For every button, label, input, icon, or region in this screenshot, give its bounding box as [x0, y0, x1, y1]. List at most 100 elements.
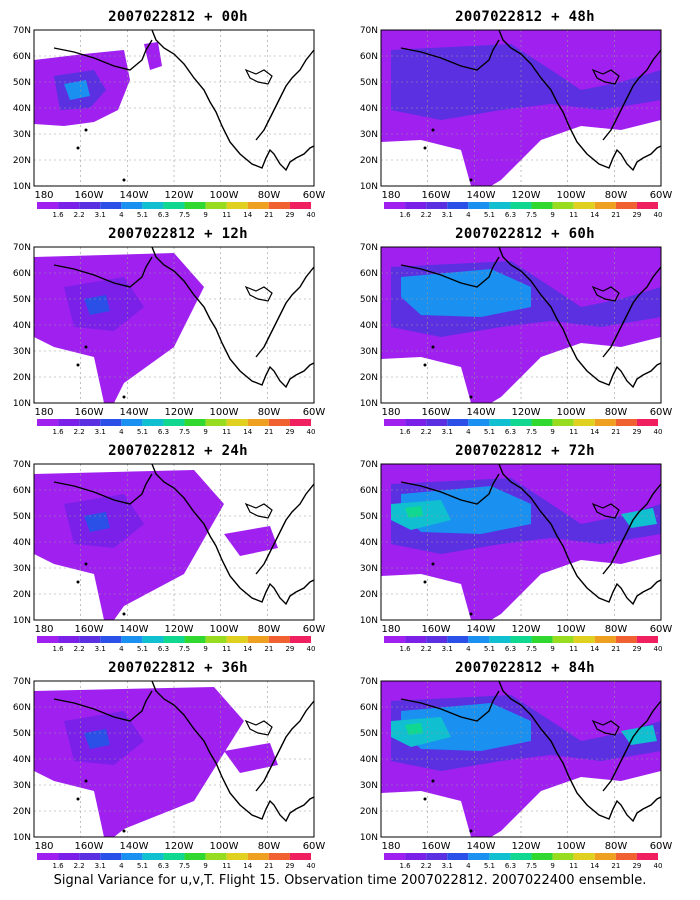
island — [469, 395, 473, 399]
lat-label: 30N — [13, 130, 31, 140]
lat-label: 20N — [13, 373, 31, 383]
map-frame — [380, 29, 662, 187]
map-panel: 2007022812 + 48h 70N 60N 50N 40N 30N 20N 10N 180… — [355, 5, 695, 220]
lon-label: 100W — [557, 190, 586, 201]
colorbar-label: 1.6 — [53, 428, 65, 436]
colorbar-label: 1.6 — [53, 862, 65, 870]
variance-fill — [84, 512, 110, 532]
colorbar-label: 7.5 — [179, 862, 190, 870]
lon-label: 100W — [557, 841, 586, 852]
island — [76, 797, 80, 801]
lon-label: 60W — [650, 624, 673, 635]
lat-label: 10N — [13, 616, 31, 626]
colorbar-label: 40 — [654, 645, 663, 653]
map-border — [380, 680, 662, 838]
coastline — [602, 700, 662, 792]
colorbar-label: 1.6 — [53, 211, 65, 219]
colorbar-label: 29 — [632, 428, 641, 436]
colorbar-swatch — [37, 853, 59, 860]
lat-label: 60N — [360, 703, 378, 713]
coastline — [53, 39, 153, 71]
colorbar-label: 9 — [550, 211, 554, 219]
colorbar-swatch — [184, 419, 206, 426]
colorbar-swatch — [121, 636, 143, 643]
lat-label: 30N — [13, 347, 31, 357]
colorbar-label: 4 — [466, 862, 471, 870]
colorbar-label: 11 — [569, 862, 578, 870]
map-frame — [33, 463, 315, 621]
colorbar-swatch — [405, 853, 427, 860]
colorbar-label: 2.2 — [74, 428, 85, 436]
island — [423, 797, 427, 801]
lon-label: 60W — [650, 407, 673, 418]
lon-label: 60W — [650, 190, 673, 201]
colorbar-swatch — [121, 202, 143, 209]
variance-fill — [224, 526, 278, 556]
colorbar-label: 6.3 — [158, 211, 169, 219]
colorbar-swatch — [531, 202, 553, 209]
colorbar-swatch — [268, 853, 290, 860]
coastline — [602, 266, 662, 358]
lon-label: 60W — [650, 841, 673, 852]
lon-label: 60W — [303, 190, 326, 201]
lon-label: 100W — [210, 407, 239, 418]
colorbar-label: 7.5 — [179, 645, 190, 653]
lon-label: 100W — [210, 190, 239, 201]
figure-caption: Signal Variance for u,v,T. Flight 15. Ob… — [53, 873, 647, 888]
colorbar-swatch — [142, 853, 164, 860]
colorbar-swatch — [121, 853, 143, 860]
colorbar-label: 6.3 — [158, 645, 169, 653]
island — [431, 345, 435, 349]
lon-label: 180 — [34, 190, 53, 201]
lat-label: 40N — [13, 104, 31, 114]
lon-label: 60W — [303, 624, 326, 635]
map-panel: 2007022812 + 60h 70N 60N 50N 40N 30N 20N 10N 180… — [355, 222, 695, 437]
colorbar-swatch — [426, 419, 448, 426]
colorbar-swatch — [79, 853, 101, 860]
map-frame — [33, 29, 315, 187]
colorbar-swatch — [468, 202, 490, 209]
lon-label: 160W — [422, 190, 451, 201]
great-lakes — [591, 502, 620, 519]
colorbar-swatch — [247, 853, 269, 860]
colorbar-label: 40 — [307, 862, 316, 870]
colorbar-label: 2.2 — [421, 211, 432, 219]
lat-label: 60N — [360, 269, 378, 279]
colorbar-label: 40 — [654, 211, 663, 219]
variance-fill — [405, 723, 423, 735]
lon-label: 120W — [165, 624, 194, 635]
colorbar-label: 11 — [222, 645, 231, 653]
lat-label: 40N — [13, 755, 31, 765]
variance-fill — [34, 687, 244, 837]
island — [469, 178, 473, 182]
lon-label: 80W — [605, 407, 628, 418]
colorbar-swatch — [594, 419, 616, 426]
lat-label: 30N — [360, 347, 378, 357]
panel-title: 2007022812 + 84h — [455, 660, 595, 676]
colorbar-swatch — [405, 419, 427, 426]
lon-label: 120W — [512, 190, 541, 201]
colorbar-swatch — [226, 636, 248, 643]
lat-label: 30N — [13, 781, 31, 791]
colorbar-swatch — [142, 419, 164, 426]
coastline — [255, 49, 315, 141]
colorbar-label: 7.5 — [179, 211, 190, 219]
lon-label: 60W — [303, 407, 326, 418]
lat-label: 50N — [360, 512, 378, 522]
lon-label: 100W — [557, 624, 586, 635]
lat-label: 40N — [360, 755, 378, 765]
lon-label: 60W — [303, 841, 326, 852]
island — [122, 395, 126, 399]
colorbar-label: 7.5 — [179, 428, 190, 436]
colorbar-label: 2.2 — [74, 211, 85, 219]
colorbar-label: 4 — [119, 645, 124, 653]
lon-label: 120W — [512, 624, 541, 635]
colorbar-swatch — [531, 853, 553, 860]
colorbar-swatch — [226, 419, 248, 426]
colorbar-label: 6.3 — [158, 428, 169, 436]
coastline — [498, 463, 662, 606]
lon-label: 160W — [422, 407, 451, 418]
colorbar-label: 2.2 — [421, 645, 432, 653]
great-lakes — [244, 502, 273, 519]
